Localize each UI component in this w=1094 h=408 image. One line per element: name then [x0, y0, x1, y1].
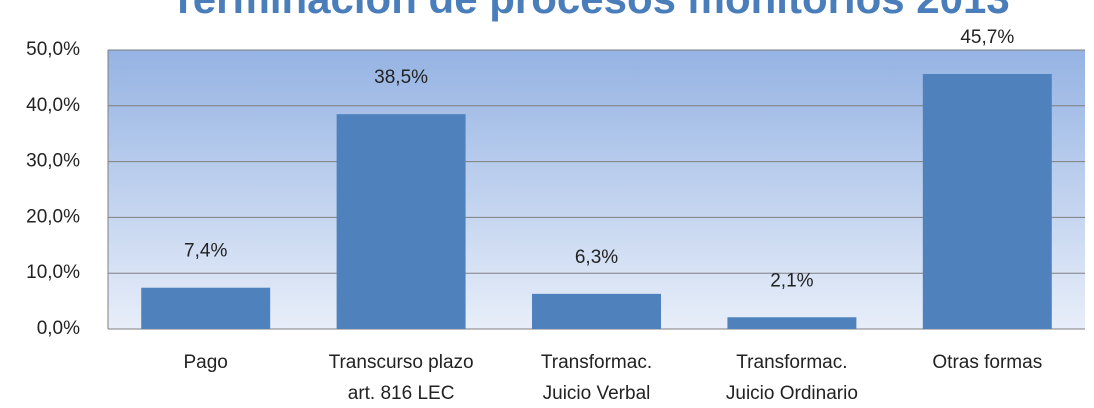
- y-tick-label: 10,0%: [26, 262, 80, 283]
- y-tick-label: 20,0%: [26, 206, 80, 227]
- bar: [922, 73, 1052, 329]
- bar: [141, 287, 271, 329]
- x-tick-label: Pago: [184, 352, 228, 373]
- x-tick-label: Transformac. Juicio Ordinario: [726, 352, 858, 404]
- y-tick-label: 0,0%: [37, 318, 80, 339]
- value-label: 6,3%: [575, 247, 618, 268]
- x-tick-label: Transformac. Juicio Verbal: [541, 352, 652, 404]
- chart-title: Terminación de procesos monitorios 2013: [170, 0, 1009, 22]
- value-label: 45,7%: [960, 27, 1014, 48]
- x-tick-label: Transcurso plazo art. 816 LEC: [329, 352, 474, 404]
- x-tick-label: Otras formas: [932, 352, 1042, 373]
- bar: [727, 317, 857, 329]
- value-label: 7,4%: [184, 241, 227, 262]
- value-label: 38,5%: [374, 67, 428, 88]
- y-tick-label: 40,0%: [26, 95, 80, 116]
- plot-area: [108, 50, 1085, 329]
- y-tick-label: 30,0%: [26, 151, 80, 172]
- bar: [336, 114, 466, 329]
- bar: [532, 293, 661, 329]
- value-label: 2,1%: [770, 270, 813, 291]
- y-tick-label: 50,0%: [26, 39, 80, 60]
